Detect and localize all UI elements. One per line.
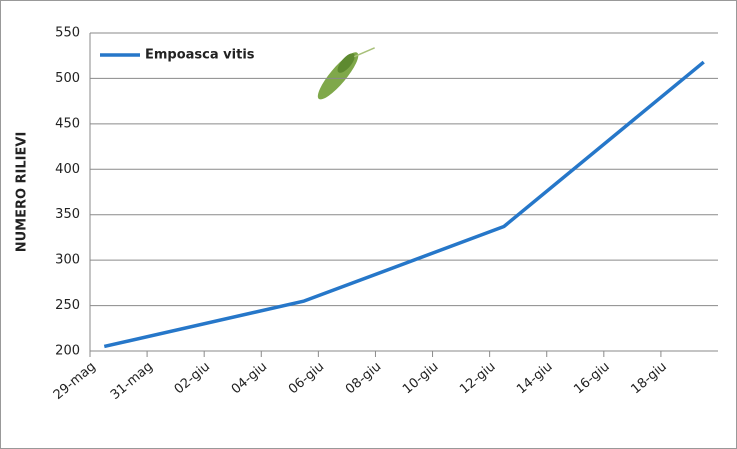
y-axis-label: NUMERO RILIEVI <box>15 132 30 253</box>
x-tick-label: 14-giu <box>514 359 555 397</box>
x-tick-label: 12-giu <box>457 359 498 397</box>
y-tick-label: 400 <box>55 162 80 177</box>
x-tick-label: 10-giu <box>400 359 441 397</box>
x-tick-label: 08-giu <box>343 359 384 397</box>
x-tick-label: 02-giu <box>172 359 213 397</box>
y-tick-label: 200 <box>55 344 80 359</box>
data-line <box>103 60 705 349</box>
y-tick-label: 500 <box>55 71 80 86</box>
x-tick-label: 16-giu <box>571 359 612 397</box>
x-tick-label: 31-mag <box>108 359 156 403</box>
y-tick-label: 250 <box>55 298 80 313</box>
legend-label: Empoasca vitis <box>145 48 255 63</box>
y-tick-label: 450 <box>55 116 80 131</box>
x-tick-label: 04-giu <box>229 359 270 397</box>
y-tick-label: 300 <box>55 253 80 268</box>
y-tick-label: 550 <box>55 26 80 41</box>
x-tick-label: 18-giu <box>628 359 669 397</box>
insect-icon <box>317 47 375 100</box>
y-tick-label: 350 <box>55 207 80 222</box>
x-tick-label: 06-giu <box>286 359 327 397</box>
x-tick-label: 29-mag <box>51 359 99 403</box>
